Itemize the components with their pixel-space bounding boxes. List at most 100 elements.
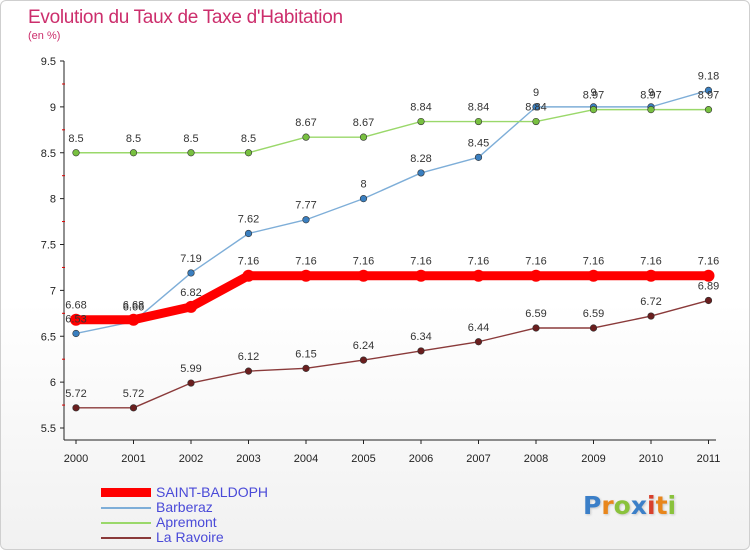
legend-item: Barberaz [101,499,361,515]
x-tick-label: 2002 [179,453,203,465]
data-point [300,269,312,282]
data-label: 9 [533,87,539,99]
data-point [302,216,310,224]
data-point [185,300,197,313]
data-point [647,312,655,320]
data-point [417,347,425,355]
data-label: 6.15 [295,348,316,360]
data-label: 7.16 [295,256,316,268]
data-label: 8.84 [410,102,431,114]
data-label: 6.68 [65,300,86,312]
logo-letter: t [655,491,668,520]
data-label: 6.68 [123,300,144,312]
legend-label: La Ravoire [156,529,224,545]
data-point [532,324,540,332]
data-label: 7.19 [180,253,201,265]
data-point [244,229,253,238]
data-label: 6.89 [698,280,719,292]
data-point [647,106,655,114]
data-point [244,367,253,375]
data-label: 8.5 [241,133,256,145]
data-point [530,269,542,282]
data-point [244,149,253,157]
data-label: 5.72 [65,388,86,400]
legend-item: SAINT-BALDOPH [101,484,361,500]
data-label: 8.28 [410,153,431,165]
data-label: 5.99 [180,363,201,375]
legend-swatch [101,536,151,539]
logo-letter: o [613,491,631,520]
x-tick-label: 2004 [294,453,318,465]
data-label: 7.16 [583,256,604,268]
legend-swatch [101,506,151,509]
data-label: 6.82 [180,287,201,299]
data-label: 5.72 [123,388,144,400]
data-point [302,364,310,372]
data-point [417,117,425,126]
data-point [72,149,80,157]
data-point [129,404,138,412]
data-label: 8.67 [295,117,316,129]
y-tick-label: 5.5 [41,423,56,435]
data-label: 7.16 [640,256,661,268]
y-tick-label: 7 [50,285,56,297]
data-label: 7.16 [468,256,489,268]
data-point [187,269,195,277]
data-label: 7.16 [238,256,259,268]
data-point [127,313,140,326]
x-tick-label: 2010 [639,453,663,465]
y-tick-label: 6 [50,377,56,389]
data-point [72,329,80,338]
data-label: 9 [590,87,596,99]
data-label: 9.18 [698,70,719,82]
x-tick-label: 2003 [236,453,260,465]
chart-title: Evolution du Taux de Taxe d'Habitation [28,7,343,28]
x-tick-label: 2011 [697,453,721,465]
x-tick-label: 2008 [524,453,548,465]
legend-item: La Ravoire [101,529,361,545]
data-point [702,269,715,282]
legend-swatch [101,488,151,497]
data-point [415,269,427,282]
data-point [532,103,540,111]
data-label: 8.67 [353,117,374,129]
y-tick-label: 9.5 [41,56,56,68]
data-point [359,356,368,364]
y-tick-label: 8 [50,194,56,206]
data-label: 8 [360,179,366,191]
logo-letter: r [601,491,614,520]
data-point [589,106,598,114]
data-label: 7.77 [295,200,316,212]
data-label: 6.24 [353,340,374,352]
data-point [417,169,425,177]
data-label: 6.44 [468,322,489,334]
series-line-la-ravoire [75,299,710,409]
data-point [242,269,255,282]
data-label: 6.59 [583,308,604,320]
data-label: 7.62 [238,213,259,225]
data-label: 6.34 [410,331,431,343]
logo-letter: i [647,491,656,520]
data-label: 6.12 [238,351,259,363]
data-label: 7.16 [353,256,374,268]
data-point [532,117,540,126]
y-tick-label: 9 [50,102,56,114]
x-tick-label: 2005 [351,453,375,465]
data-point [474,338,483,346]
legend-item: Apremont [101,514,361,530]
data-label: 6.66 [123,302,144,314]
logo-letter: x [630,491,647,520]
data-label: 8.5 [68,133,83,145]
data-point [357,269,370,282]
series-line-barberaz [75,89,710,335]
data-label: 8.84 [468,102,489,114]
data-point [187,379,195,387]
chart-legend: SAINT-BALDOPH Barberaz Apremont La Ravoire [101,484,361,545]
x-tick-label: 2007 [466,453,490,465]
data-label: 9 [648,87,654,99]
data-label: 8.97 [640,90,661,102]
data-point [645,269,657,282]
legend-label: Apremont [156,514,217,530]
